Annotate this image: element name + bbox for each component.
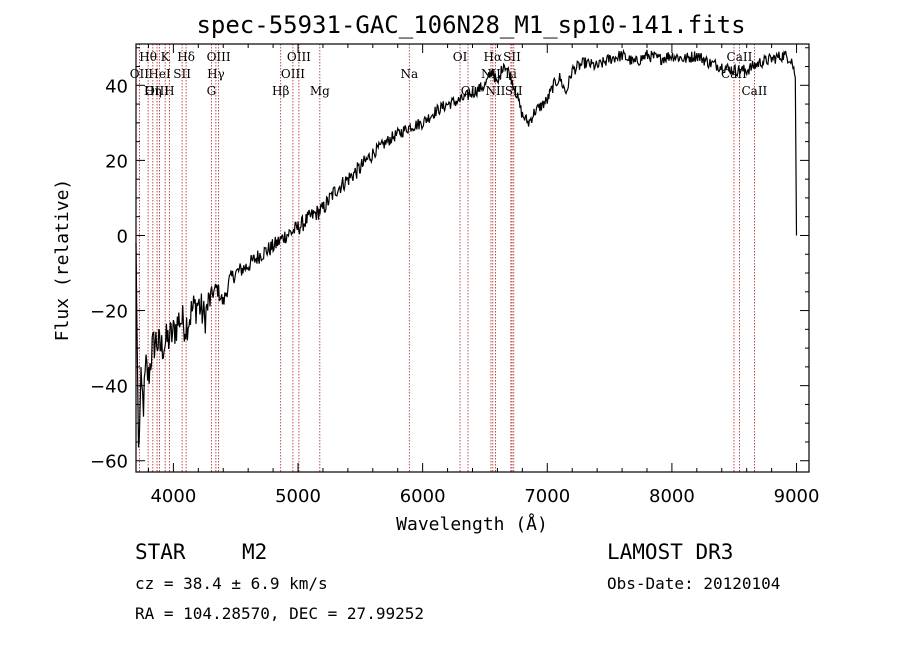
- x-tick-label: 4000: [150, 486, 196, 507]
- observation-date: Obs-Date: 20120104: [607, 574, 780, 593]
- spectral-line-label: SII: [173, 67, 191, 81]
- survey-name: LAMOST DR3: [607, 540, 733, 564]
- spectral-line-label: Hα: [484, 50, 503, 64]
- coordinates: RA = 104.28570, DEC = 27.99252: [135, 604, 424, 623]
- redshift-cz: cz = 38.4 ± 6.9 km/s: [135, 574, 328, 593]
- x-axis-label: Wavelength (Å): [396, 513, 548, 535]
- spectral-line-label: Mg: [310, 84, 330, 98]
- spectral-line-label: OI: [453, 50, 468, 64]
- x-tick-label: 5000: [275, 486, 321, 507]
- spectral-line-label: Hδ: [177, 50, 195, 64]
- spectral-line-label: Hβ: [272, 84, 289, 98]
- spectral-line-label: CaII: [741, 84, 767, 98]
- spectral-line-label: Na: [400, 67, 418, 81]
- x-tick-label: 7000: [524, 486, 570, 507]
- spectral-line-label: Hθ: [139, 50, 157, 64]
- plot-frame: [135, 43, 810, 473]
- spectral-line-label: SII: [503, 50, 521, 64]
- spectral-line-label: NII: [485, 84, 505, 98]
- y-tick-label: −60: [90, 452, 128, 473]
- y-axis-label: Flux (relative): [52, 179, 73, 342]
- spectral-line-label: H: [164, 84, 174, 98]
- x-tick-label: 8000: [649, 486, 695, 507]
- spectral-line-label: OIII: [145, 84, 169, 98]
- spectral-line-label: K: [161, 50, 171, 64]
- spectral-line-label: CaII: [727, 50, 753, 64]
- chart-title: spec-55931-GAC_106N28_M1_sp10-141.fits: [196, 11, 745, 39]
- spectral-line-label: HeI: [148, 67, 171, 81]
- y-tick-label: −20: [90, 302, 128, 323]
- spectral-line-label: Hη: [144, 84, 162, 98]
- spectral-line-label: G: [207, 84, 217, 98]
- y-axis-ticks: −60 −40 −20 0 20 40: [90, 47, 809, 473]
- spectral-line-markers: [138, 44, 755, 472]
- spectral-line-label: OII: [130, 67, 150, 81]
- x-axis-ticks: 4000 5000 6000 7000 8000 9000: [147, 44, 820, 507]
- y-tick-label: 40: [105, 76, 128, 97]
- spectral-line-label: OIII: [281, 67, 305, 81]
- x-tick-label: 9000: [774, 486, 820, 507]
- spectral-line-label: Hγ: [207, 67, 225, 81]
- y-tick-label: −40: [90, 377, 128, 398]
- spectrum-line: [135, 48, 798, 448]
- y-tick-label: 20: [105, 151, 128, 172]
- x-tick-label: 6000: [400, 486, 446, 507]
- object-class: STAR: [135, 540, 186, 564]
- spectral-line-label: OIII: [207, 50, 231, 64]
- y-tick-label: 0: [117, 226, 128, 247]
- object-subclass: M2: [242, 540, 267, 564]
- spectral-line-label: OIII: [287, 50, 311, 64]
